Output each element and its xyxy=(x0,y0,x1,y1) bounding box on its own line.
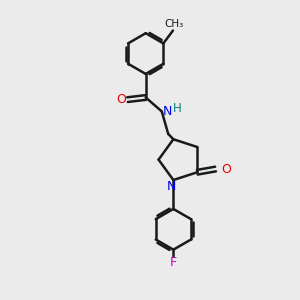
Text: N: N xyxy=(167,180,176,194)
Text: F: F xyxy=(170,256,177,268)
Text: N: N xyxy=(163,105,172,118)
Text: O: O xyxy=(117,93,126,106)
Text: CH₃: CH₃ xyxy=(164,19,184,29)
Text: H: H xyxy=(173,102,182,116)
Text: O: O xyxy=(222,163,231,176)
